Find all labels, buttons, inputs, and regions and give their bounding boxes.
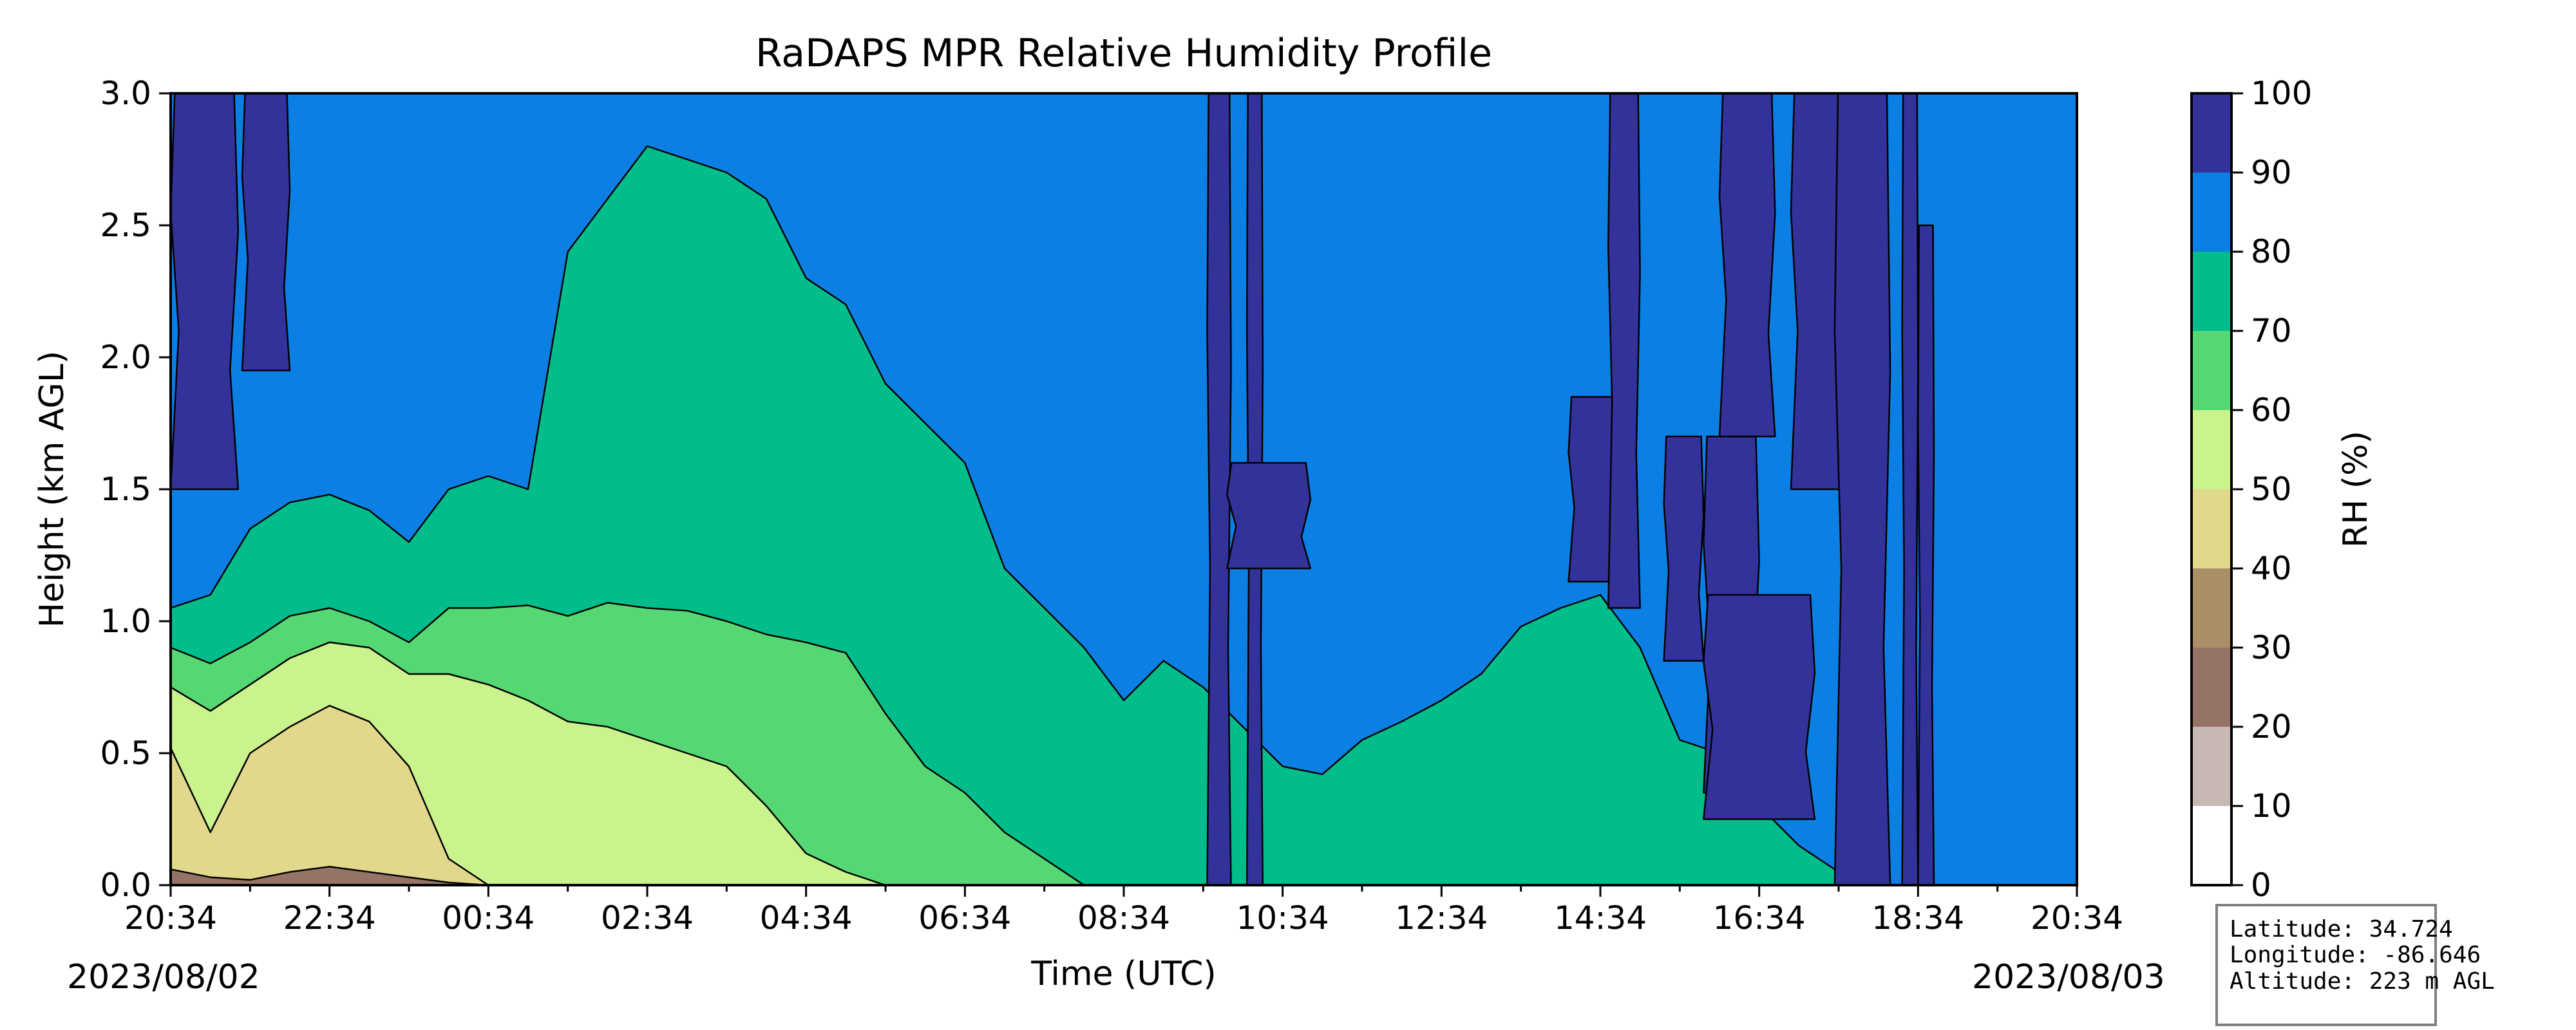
rh-band-90-100: [1917, 224, 1935, 885]
y-axis-label: Height (km AGL): [33, 351, 71, 628]
y-tick-label: 0.5: [100, 735, 151, 772]
start-date-label: 2023/08/02: [67, 958, 260, 997]
x-tick-label: 12:34: [1395, 899, 1488, 937]
x-tick-label: 02:34: [601, 899, 694, 937]
rh-band-90-100: [171, 93, 240, 491]
y-tick-label: 2.5: [100, 207, 151, 244]
colorbar-tick-label: 80: [2251, 233, 2292, 270]
colorbar-swatch: [2192, 806, 2231, 885]
rh-band-90-100: [1901, 93, 1919, 885]
altitude-text: Altitude: 223 m AGL: [2230, 968, 2495, 995]
colorbar-tick-label: 10: [2251, 787, 2292, 825]
rh-band-40-50: [171, 704, 2077, 885]
x-tick-label: 10:34: [1236, 899, 1329, 937]
rh-band-90-100: [1663, 435, 1705, 662]
x-tick-label: 18:34: [1871, 899, 1964, 937]
colorbar-swatch: [2192, 173, 2231, 252]
x-tick-label: 22:34: [283, 899, 376, 937]
colorbar-swatch: [2192, 648, 2231, 727]
location-info-box: Latitude: 34.724 Longitude: -86.646 Alti…: [2215, 904, 2495, 1026]
colorbar-tick-label: 60: [2251, 391, 2292, 429]
rh-band-90-100: [1226, 462, 1312, 570]
colorbar-tick-label: 90: [2251, 154, 2292, 191]
x-tick-label: 20:34: [124, 899, 217, 937]
y-tick-label: 1.0: [100, 603, 151, 640]
y-tick-label: 3.0: [100, 75, 151, 112]
colorbar-tick-label: 50: [2251, 471, 2292, 508]
colorbar-tick-label: 0: [2251, 866, 2271, 904]
rh-band-90-100: [1703, 594, 1816, 820]
y-tick-label: 2.0: [100, 339, 151, 376]
x-tick-label: 08:34: [1077, 899, 1170, 937]
x-tick-label: 16:34: [1713, 899, 1806, 937]
colorbar-swatch: [2192, 727, 2231, 806]
rh-band-90-100: [1206, 93, 1232, 885]
x-tick-label: 00:34: [442, 899, 535, 937]
latitude-text: Latitude: 34.724: [2230, 916, 2453, 942]
x-axis-label: Time (UTC): [1030, 955, 1216, 993]
colorbar-tick-label: 30: [2251, 629, 2292, 666]
colorbar-swatch: [2192, 489, 2231, 568]
x-tick-label: 20:34: [2031, 899, 2123, 937]
colorbar-label: RH (%): [2336, 431, 2375, 548]
rh-band-20-30: [171, 866, 2077, 885]
x-tick-label: 14:34: [1554, 899, 1647, 937]
rh-band-90-100: [241, 93, 291, 371]
rh-contour-fill: [171, 93, 2077, 885]
colorbar-swatch: [2192, 93, 2231, 173]
y-tick-label: 1.5: [100, 471, 151, 508]
colorbar-swatch: [2192, 410, 2231, 489]
colorbar-swatch: [2192, 252, 2231, 331]
colorbar-swatch: [2192, 331, 2231, 410]
colorbar-tick-label: 100: [2251, 75, 2312, 112]
longitude-text: Longitude: -86.646: [2230, 942, 2481, 969]
rh-band-90-100: [1718, 93, 1776, 438]
rh-band-90-100: [1833, 93, 1891, 885]
chart-title: RaDAPS MPR Relative Humidity Profile: [755, 31, 1492, 76]
x-axis: 20:34 22:34 00:34 02:34 04:34 06:34 08:34 10:34…: [124, 885, 2123, 937]
colorbar-tick-label: 70: [2251, 312, 2292, 350]
colorbar: 0 10 20 30 40 50 60 70 80 90 100: [2190, 75, 2312, 904]
y-tick-label: 0.0: [100, 866, 151, 904]
x-tick-label: 06:34: [918, 899, 1011, 937]
plot-area: [169, 92, 2078, 886]
colorbar-tick-label: 20: [2251, 708, 2292, 745]
y-axis: 0.0 0.5 1.0 1.5 2.0 2.5 3.0: [100, 75, 171, 904]
rh-band-90-100: [1607, 93, 1641, 609]
end-date-label: 2023/08/03: [1972, 958, 2165, 997]
colorbar-tick-label: 40: [2251, 550, 2292, 587]
rh-band-50-60: [171, 641, 2077, 885]
colorbar-swatch: [2192, 568, 2231, 648]
x-tick-label: 04:34: [760, 899, 853, 937]
